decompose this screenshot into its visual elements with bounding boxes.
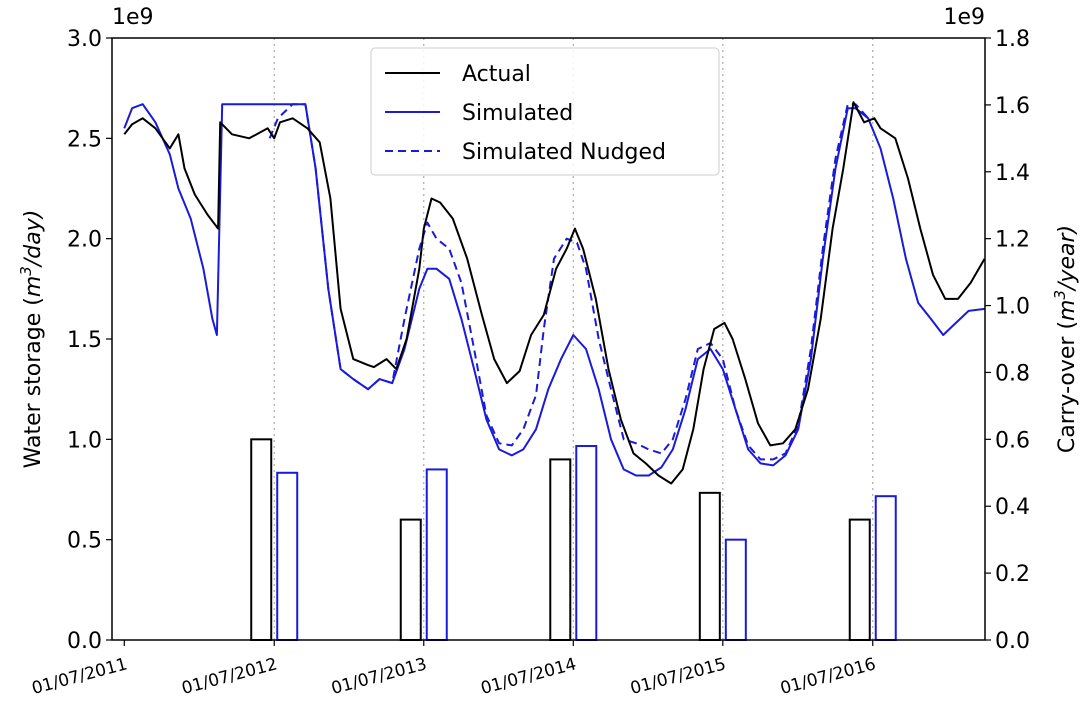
storage-lines <box>123 101 986 485</box>
right-axis-label: Carry-over (m3/year) <box>1051 225 1080 453</box>
left-axis-label-rest: /day) <box>21 210 46 268</box>
bar-actual-2015 <box>698 491 721 641</box>
series-line-actual <box>123 101 986 485</box>
bar-simulated-2013 <box>425 468 448 641</box>
right-tick-label: 0.6 <box>995 428 1030 453</box>
right-axis-label-rest: /year) <box>1055 225 1080 292</box>
bar-simulated-2016 <box>874 495 897 642</box>
year-gridlines <box>273 38 874 640</box>
right-axis-label-sup: 3 <box>1051 290 1069 300</box>
legend-label-simulated-nudged: Simulated Nudged <box>462 140 666 165</box>
legend: Actual Simulated Simulated Nudged <box>370 47 720 176</box>
x-axis-ticks: 01/07/2011 01/07/2012 01/07/2013 01/07/2014… <box>30 640 878 699</box>
left-tick-label: 2.0 <box>67 228 102 253</box>
x-tick-label: 01/07/2015 <box>628 654 728 699</box>
right-axis-label-unit: m <box>1055 300 1080 321</box>
right-tick-label: 0.4 <box>995 495 1030 520</box>
right-tick-label: 1.4 <box>995 161 1030 186</box>
right-axis-ticks: 0.0 0.2 0.4 0.6 0.8 1.0 1.2 1.4 1.6 1.8 <box>985 27 1030 654</box>
bar-simulated-2015 <box>724 538 747 642</box>
left-tick-label: 2.5 <box>67 127 102 152</box>
left-axis-label-sup: 3 <box>17 266 35 276</box>
right-tick-label: 1.0 <box>995 295 1030 320</box>
legend-box <box>370 47 720 176</box>
x-tick-label: 01/07/2012 <box>180 654 280 699</box>
bar-actual-2013 <box>399 518 422 641</box>
legend-label-simulated: Simulated <box>462 101 573 126</box>
right-tick-label: 1.8 <box>995 27 1030 52</box>
x-tick-label: 01/07/2014 <box>479 654 579 699</box>
bar-actual-2012 <box>250 438 273 642</box>
x-tick-label: 01/07/2013 <box>329 654 429 699</box>
left-axis-label-unit: m <box>21 276 46 297</box>
left-axis-ticks: 0.0 0.5 1.0 1.5 2.0 2.5 3.0 <box>67 27 112 654</box>
left-tick-label: 1.5 <box>67 328 102 353</box>
right-tick-label: 0.8 <box>995 361 1030 386</box>
right-axis-multiplier: 1e9 <box>943 5 985 30</box>
bar-actual-2014 <box>549 458 572 641</box>
left-tick-label: 0.0 <box>67 629 102 654</box>
x-tick-label: 01/07/2011 <box>30 654 130 699</box>
left-tick-label: 0.5 <box>67 529 102 554</box>
right-tick-label: 1.6 <box>995 94 1030 119</box>
right-tick-label: 0.2 <box>995 562 1030 587</box>
series-line-simulated-nudged <box>268 103 869 461</box>
left-axis-multiplier: 1e9 <box>112 5 154 30</box>
left-tick-label: 1.0 <box>67 428 102 453</box>
right-tick-label: 1.2 <box>995 228 1030 253</box>
left-axis-label-main: Water storage ( <box>21 297 46 468</box>
legend-label-actual: Actual <box>462 62 531 87</box>
left-tick-label: 3.0 <box>67 27 102 52</box>
bar-simulated-2014 <box>575 445 598 641</box>
series-line-simulated <box>123 103 985 477</box>
right-axis-label-main: Carry-over ( <box>1055 321 1080 453</box>
right-tick-label: 0.0 <box>995 629 1030 654</box>
bar-actual-2016 <box>848 518 871 641</box>
carry-over-bars <box>250 438 897 642</box>
left-axis-label: Water storage (m3/day) <box>17 210 46 469</box>
x-tick-label: 01/07/2016 <box>778 654 878 699</box>
bar-simulated-2012 <box>276 471 299 641</box>
